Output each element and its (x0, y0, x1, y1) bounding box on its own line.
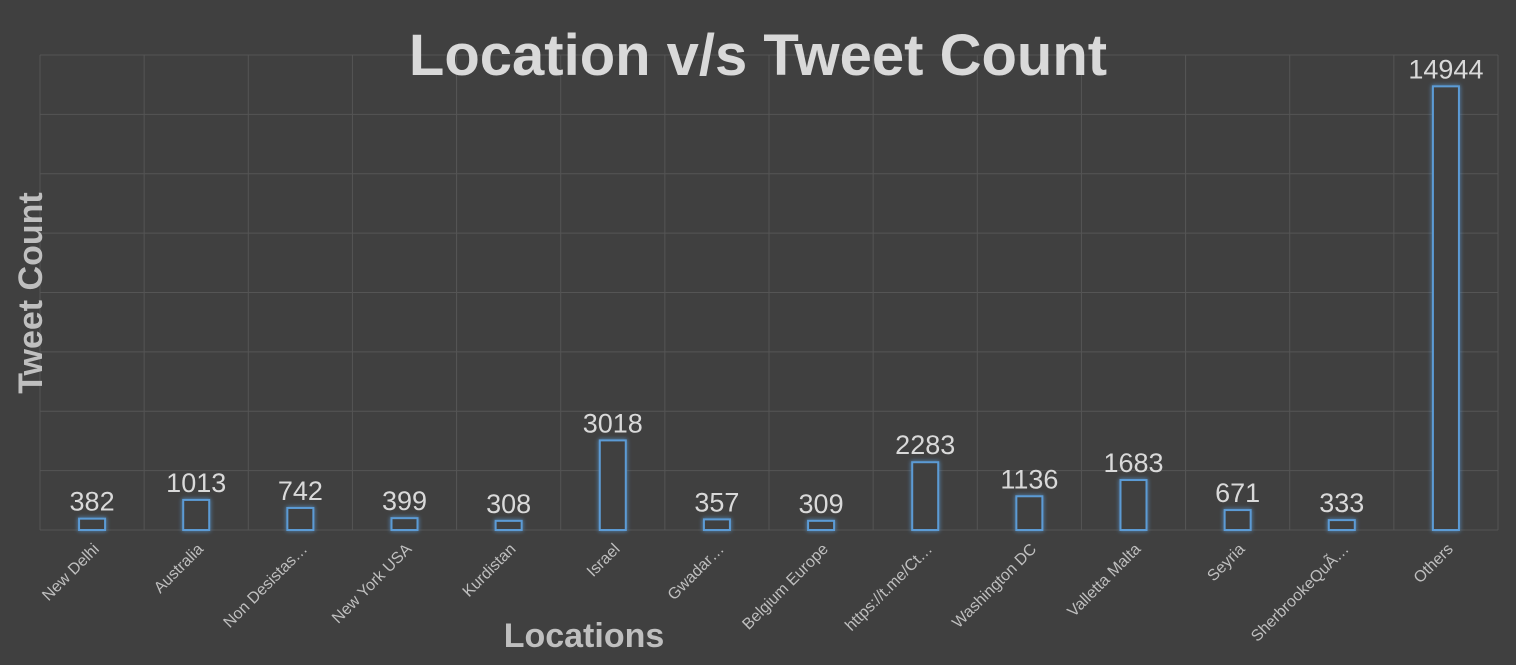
bar (1431, 85, 1460, 531)
gridlines (39, 54, 1499, 531)
data-label: 1683 (1103, 448, 1163, 478)
bars (78, 85, 1460, 532)
x-axis-title: Locations (504, 617, 665, 655)
data-label: 309 (799, 489, 844, 519)
bar (78, 517, 107, 531)
chart-title: Location v/s Tweet Count (409, 23, 1107, 88)
data-label: 2283 (895, 430, 955, 460)
data-label: 308 (486, 489, 531, 519)
bar (494, 519, 523, 532)
data-label: 357 (694, 487, 739, 517)
data-label: 3018 (583, 408, 643, 438)
data-labels: 382 1013 742 399 308 3018 357 309 2283 1136 1683 67… (70, 54, 1484, 519)
data-label: 1013 (166, 468, 226, 498)
bar (598, 439, 627, 532)
data-label: 1136 (1000, 464, 1058, 494)
data-label: 333 (1319, 488, 1364, 518)
data-label: 399 (382, 486, 427, 516)
bar (286, 506, 315, 531)
bar (702, 518, 731, 531)
bar (1223, 509, 1252, 531)
data-label: 14944 (1408, 54, 1483, 84)
bar (1327, 519, 1356, 532)
y-axis-title: Tweet Count (12, 192, 50, 393)
bar (182, 498, 211, 532)
bar (911, 461, 940, 532)
data-label: 382 (70, 487, 115, 517)
data-label: 742 (278, 476, 323, 506)
bar (390, 517, 419, 531)
bar (1015, 495, 1044, 531)
bar (807, 519, 836, 531)
data-label: 671 (1215, 478, 1260, 508)
bar (1119, 479, 1148, 532)
